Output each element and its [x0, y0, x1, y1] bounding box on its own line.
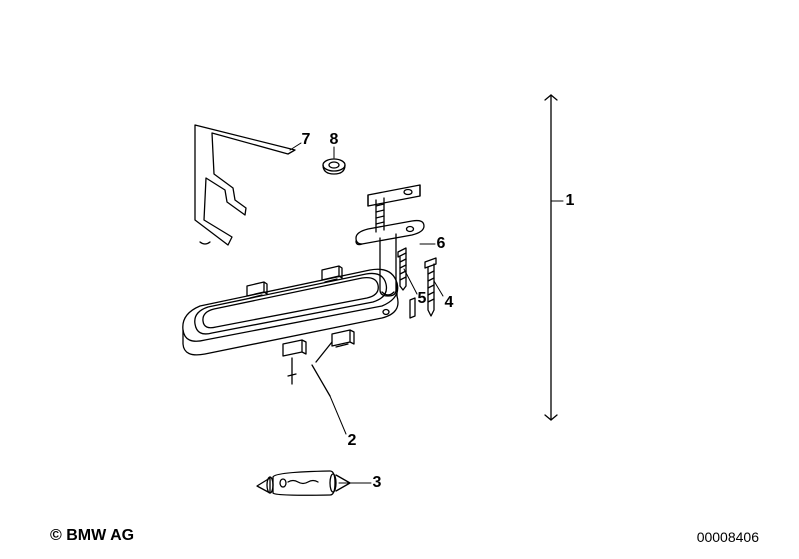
diagram-stage: 1 2 3 4 5 6 7 8 © BMW AG 00008406: [0, 0, 799, 559]
callout-5: 5: [418, 290, 427, 308]
leader-lines: [290, 143, 563, 483]
part-6-bracket: [356, 185, 424, 296]
part-3-bulb: [257, 471, 350, 495]
part-7-wire-spring: [195, 125, 295, 245]
callout-2: 2: [348, 432, 357, 450]
callout-3: 3: [373, 474, 382, 492]
callout-6: 6: [437, 235, 446, 253]
diagram-svg: [0, 0, 799, 559]
image-id-text: 00008406: [697, 529, 759, 545]
part-4-screw-long: [425, 258, 436, 316]
callout-1: 1: [566, 192, 575, 210]
callout-8: 8: [330, 131, 339, 149]
callout-4: 4: [445, 294, 454, 312]
callout-7: 7: [302, 131, 311, 149]
part-8-grommet: [323, 159, 345, 174]
copyright-text: © BMW AG: [50, 527, 134, 545]
part-5-screw-small: [398, 248, 406, 290]
